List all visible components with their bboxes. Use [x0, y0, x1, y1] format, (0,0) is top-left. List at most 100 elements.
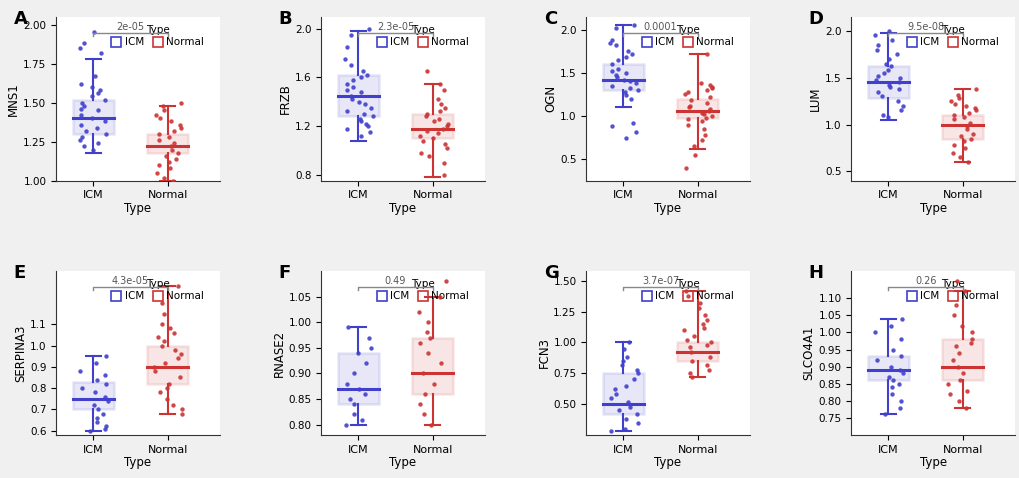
Point [890, 85, 906, 93]
Point [84, 83, 100, 91]
Y-axis label: SLCO4A1: SLCO4A1 [802, 326, 815, 380]
Point [958, 125, 974, 133]
Point [421, 152, 437, 160]
Point [603, 36, 620, 44]
Point [698, 87, 714, 94]
Point [173, 410, 190, 417]
Point [419, 349, 435, 357]
Point [681, 102, 697, 109]
Point [698, 99, 714, 107]
Point [353, 88, 369, 96]
Point [967, 85, 983, 93]
Point [163, 146, 179, 153]
Text: 9.5e-08: 9.5e-08 [906, 22, 944, 32]
Point [93, 49, 109, 56]
Point [961, 119, 977, 127]
Point [166, 127, 182, 135]
Point [621, 85, 637, 92]
Point [608, 73, 625, 81]
X-axis label: Type: Type [389, 202, 416, 215]
Point [95, 410, 111, 417]
Point [148, 111, 164, 119]
Point [622, 403, 638, 411]
Point [357, 100, 373, 108]
Legend: ICM, Normal: ICM, Normal [638, 22, 737, 50]
Point [432, 359, 448, 367]
Y-axis label: SERPINA3: SERPINA3 [14, 324, 26, 381]
Point [151, 114, 167, 122]
Bar [942, 115, 982, 139]
Point [85, 146, 101, 153]
Point [958, 387, 974, 394]
Point [436, 171, 452, 178]
Point [72, 367, 89, 375]
Point [680, 88, 696, 96]
Point [421, 334, 437, 341]
Point [172, 374, 189, 381]
Point [682, 348, 698, 356]
Point [866, 329, 882, 337]
Point [680, 121, 696, 129]
Point [425, 118, 441, 125]
Point [435, 159, 451, 166]
Point [693, 118, 709, 125]
Point [959, 158, 975, 166]
Point [869, 72, 886, 80]
Point [419, 67, 435, 75]
Point [72, 136, 89, 144]
Point [422, 421, 438, 429]
Point [343, 96, 360, 103]
Point [161, 164, 177, 172]
Point [97, 118, 113, 125]
Point [439, 144, 455, 152]
Point [160, 380, 176, 388]
Point [697, 131, 713, 139]
Point [435, 86, 451, 94]
Point [890, 380, 906, 388]
Point [894, 369, 910, 377]
Point [338, 108, 355, 115]
Bar [412, 114, 452, 138]
Point [607, 42, 624, 49]
Point [170, 355, 186, 362]
Point [962, 135, 978, 142]
Point [944, 356, 960, 364]
Point [618, 415, 634, 423]
Point [616, 134, 633, 141]
Point [156, 337, 172, 345]
Point [880, 373, 897, 380]
Point [338, 125, 355, 132]
Point [956, 144, 972, 152]
Point [881, 83, 898, 91]
Point [868, 46, 884, 54]
Point [90, 107, 106, 114]
Point [892, 404, 908, 412]
Text: G: G [543, 264, 558, 282]
Point [951, 377, 967, 384]
Point [351, 98, 367, 106]
Y-axis label: MNS1: MNS1 [7, 82, 20, 116]
Point [75, 102, 92, 109]
X-axis label: Type: Type [124, 456, 152, 469]
Point [701, 93, 717, 101]
Point [87, 72, 103, 80]
Point [877, 60, 894, 67]
Point [691, 304, 707, 312]
Point [602, 394, 619, 402]
Point [357, 390, 373, 398]
X-axis label: Type: Type [918, 202, 946, 215]
Point [942, 97, 958, 105]
Point [681, 369, 697, 377]
Point [879, 55, 896, 63]
Point [893, 107, 909, 114]
Point [687, 151, 703, 159]
Bar [867, 357, 908, 380]
Point [603, 82, 620, 89]
Point [72, 80, 89, 88]
Point [417, 390, 433, 398]
Point [436, 104, 452, 112]
Point [363, 344, 379, 352]
Point [957, 404, 973, 412]
Point [893, 353, 909, 360]
Point [413, 149, 429, 157]
